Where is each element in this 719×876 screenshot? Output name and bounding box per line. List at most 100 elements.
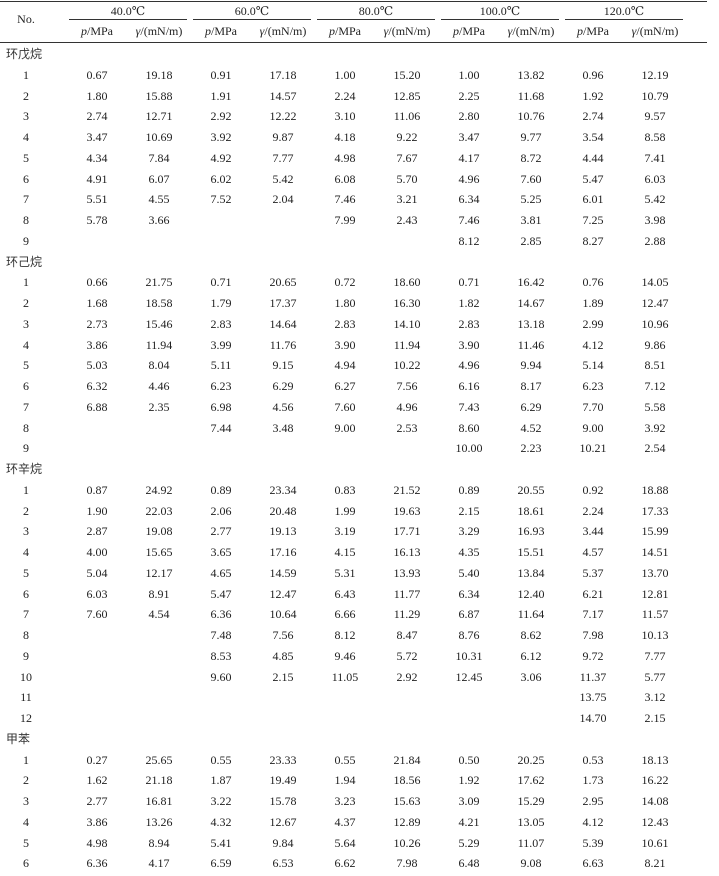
table-row: 2 1.90 22.03 2.06 20.48 1.99 19.63 2.15 18.61 2.2… <box>0 501 707 521</box>
header-variable: γ <box>135 24 141 38</box>
pressure-cell: 1.92 <box>458 773 480 788</box>
surface-tension-cell: 9.15 <box>272 358 294 373</box>
surface-tension-cell: 2.35 <box>148 399 170 414</box>
surface-tension-cell: 3.06 <box>520 669 542 684</box>
pressure-cell: 4.21 <box>458 814 480 829</box>
pressure-cell: 8.53 <box>210 648 232 663</box>
surface-tension-cell: 2.88 <box>644 233 666 248</box>
surface-tension-cell: 20.25 <box>517 752 545 767</box>
row-number: 2 <box>23 88 29 103</box>
header-variable: γ <box>259 24 265 38</box>
pressure-cell: 3.29 <box>458 524 480 539</box>
table-row: 3 2.74 12.71 2.92 12.22 3.10 11.06 2.80 10.76 2.7… <box>0 106 707 126</box>
surface-tension-cell: 5.77 <box>644 669 666 684</box>
pressure-cell: 4.94 <box>334 358 356 373</box>
pressure-cell: 6.48 <box>458 856 480 871</box>
surface-tension-cell: 4.85 <box>272 648 294 663</box>
surface-tension-cell: 11.29 <box>393 607 421 622</box>
surface-tension-cell: 8.17 <box>520 379 542 393</box>
surface-tension-cell: 2.85 <box>520 233 542 248</box>
pressure-cell: 2.83 <box>334 316 356 331</box>
pressure-cell: 0.55 <box>334 752 356 767</box>
pressure-cell: 2.74 <box>86 109 108 124</box>
surface-tension-cell: 10.61 <box>641 835 669 850</box>
header-rule <box>0 42 707 43</box>
pressure-cell: 8.60 <box>458 420 480 435</box>
surface-tension-cell: 13.70 <box>641 565 669 580</box>
surface-tension-cell: 8.21 <box>644 856 666 871</box>
pressure-cell: 5.29 <box>458 835 480 850</box>
table-row: 9 10.00 2.23 10.21 2.54 <box>0 438 707 458</box>
pressure-cell: 6.23 <box>210 379 232 393</box>
pressure-cell: 7.25 <box>582 213 604 227</box>
surface-tension-cell: 15.88 <box>145 88 173 103</box>
surface-tension-cell: 12.71 <box>145 109 173 124</box>
surface-tension-cell: 15.29 <box>517 794 545 808</box>
surface-tension-cell: 12.22 <box>269 109 297 124</box>
pressure-cell: 7.17 <box>582 607 604 622</box>
surface-tension-cell: 7.56 <box>396 379 418 393</box>
pressure-cell: 0.92 <box>582 482 604 497</box>
table-row: 3 2.73 15.46 2.83 14.64 2.83 14.10 2.83 13.18 2.9… <box>0 314 707 334</box>
pressure-cell: 6.88 <box>86 399 108 414</box>
surface-tension-cell: 8.94 <box>148 835 170 850</box>
surface-tension-cell: 7.84 <box>148 150 170 165</box>
pressure-cell: 3.19 <box>334 524 356 539</box>
surface-tension-cell: 12.89 <box>393 814 421 829</box>
pressure-cell: 2.99 <box>582 316 604 331</box>
header-unit: /(mN/m) <box>140 24 183 38</box>
pressure-cell: 2.83 <box>210 316 232 331</box>
header-unit: /MPa <box>458 24 485 38</box>
header-variable: p <box>80 24 87 38</box>
header-pressure-unit: p/MPa <box>562 22 624 40</box>
surface-tension-cell: 8.47 <box>396 628 418 642</box>
pressure-cell: 8.76 <box>458 628 480 642</box>
header-pressure-unit: p/MPa <box>438 22 500 40</box>
surface-tension-cell: 18.58 <box>145 296 173 310</box>
surface-tension-cell: 5.72 <box>396 648 418 663</box>
table-row: 3 2.77 16.81 3.22 15.78 3.23 15.63 3.09 15.29 2.9… <box>0 791 707 811</box>
surface-tension-cell: 8.91 <box>148 586 170 601</box>
surface-tension-cell: 5.42 <box>644 192 666 207</box>
surface-tension-cell: 19.13 <box>269 524 297 539</box>
pressure-cell: 4.57 <box>582 545 604 559</box>
surface-tension-cell: 9.94 <box>520 358 542 373</box>
row-number: 8 <box>23 628 29 642</box>
surface-tension-cell: 12.67 <box>269 814 297 829</box>
row-number: 3 <box>23 316 29 331</box>
surface-tension-cell: 3.66 <box>148 213 170 227</box>
surface-tension-cell: 11.68 <box>517 88 545 103</box>
row-number: 8 <box>23 213 29 227</box>
surface-tension-cell: 15.78 <box>269 794 297 808</box>
surface-tension-cell: 10.64 <box>269 607 297 622</box>
surface-tension-cell: 7.12 <box>644 379 666 393</box>
group-label: 环己烷 <box>6 254 43 269</box>
surface-tension-cell: 16.42 <box>517 275 545 290</box>
pressure-cell: 5.03 <box>86 358 108 373</box>
pressure-cell: 3.86 <box>86 337 108 352</box>
pressure-cell: 3.22 <box>210 794 232 808</box>
surface-tension-cell: 13.82 <box>517 67 545 82</box>
pressure-cell: 4.98 <box>86 835 108 850</box>
row-number: 5 <box>23 358 29 373</box>
table-row: 2 1.62 21.18 1.87 19.49 1.94 18.56 1.92 17.62 1.7… <box>0 770 707 790</box>
pressure-cell: 1.80 <box>334 296 356 310</box>
header-unit: /(mN/m) <box>388 24 431 38</box>
pressure-cell: 4.35 <box>458 545 480 559</box>
pressure-cell: 10.31 <box>455 648 483 663</box>
row-number: 4 <box>23 545 29 559</box>
table-row: 8 7.48 7.56 8.12 8.47 8.76 8.62 7.98 10.13 <box>0 625 707 645</box>
pressure-cell: 0.50 <box>458 752 480 767</box>
header-variable: p <box>204 24 211 38</box>
pressure-cell: 4.96 <box>458 171 480 186</box>
pressure-cell: 3.10 <box>334 109 356 124</box>
header-variable: p <box>452 24 459 38</box>
pressure-cell: 5.47 <box>582 171 604 186</box>
surface-tension-cell: 19.63 <box>393 503 421 518</box>
pressure-cell: 0.96 <box>582 67 604 82</box>
row-number: 6 <box>23 379 29 393</box>
pressure-cell: 6.34 <box>458 192 480 207</box>
pressure-cell: 2.77 <box>210 524 232 539</box>
row-number: 11 <box>20 690 32 705</box>
surface-tension-cell: 2.15 <box>644 711 666 725</box>
